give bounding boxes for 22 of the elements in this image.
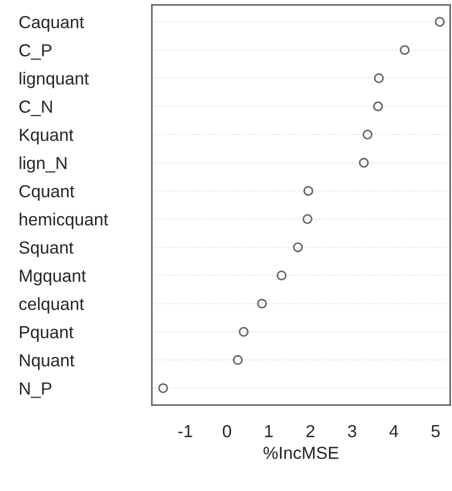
y-tick-label: Mgquant <box>20 270 86 286</box>
y-tick-label: Pquant <box>20 326 74 342</box>
y-tick-label: lignquant <box>20 72 89 88</box>
y-tick-label: C_N <box>19 100 52 116</box>
y-tick-label: C_P <box>19 44 52 60</box>
x-tick-label: 5 <box>431 425 440 438</box>
x-tick-label: 3 <box>348 424 356 438</box>
y-tick-label: N_P <box>20 382 52 398</box>
y-tick-label: celquant <box>19 297 84 314</box>
x-tick-label: -1 <box>178 425 192 438</box>
x-tick-label: 0 <box>222 424 232 438</box>
x-tick-label: 2 <box>306 424 314 438</box>
y-tick-label: Cquant <box>19 185 74 201</box>
x-tick-label: 1 <box>265 425 273 438</box>
y-tick-label: lign_N <box>20 156 66 173</box>
x-tick-label: 4 <box>389 425 398 438</box>
y-tick-label: Squant <box>19 241 74 258</box>
y-tick-label: Kquant <box>20 128 74 144</box>
y-tick-label: Caquant <box>19 16 84 32</box>
x-axis-title: %IncMSE <box>264 446 338 460</box>
y-tick-label: Nquant <box>20 354 74 370</box>
y-tick-label: hemicquant <box>20 212 108 229</box>
